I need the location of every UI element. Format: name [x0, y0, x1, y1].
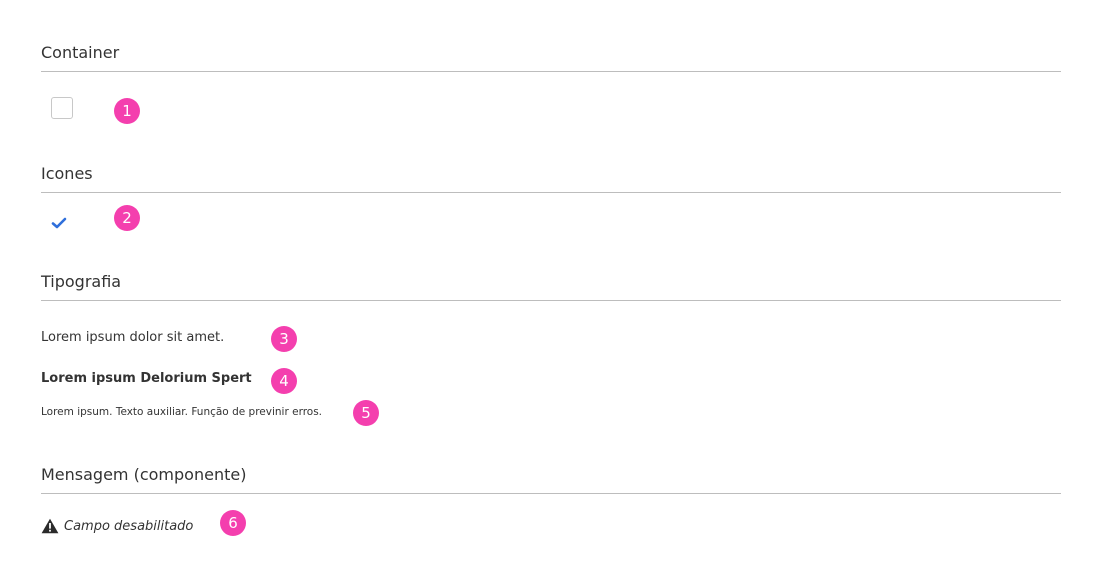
- marker-badge-6: 6: [220, 510, 246, 536]
- marker-badge-1: 1: [114, 98, 140, 124]
- checkbox[interactable]: [51, 97, 73, 119]
- typography-helper-sample: Lorem ipsum. Texto auxiliar. Função de p…: [41, 406, 323, 418]
- marker-badge-3: 3: [271, 326, 297, 352]
- marker-badge-2: 2: [114, 205, 140, 231]
- section-divider-tipografia: [41, 300, 1061, 301]
- section-title-tipografia: Tipografia: [41, 272, 122, 291]
- check-icon: [51, 217, 67, 229]
- marker-badge-4: 4: [271, 368, 297, 394]
- section-title-mensagem: Mensagem (componente): [41, 465, 247, 484]
- section-divider-container: [41, 71, 1061, 72]
- section-divider-icones: [41, 192, 1061, 193]
- section-title-container: Container: [41, 43, 120, 62]
- disabled-field-message: Campo desabilitado: [64, 519, 194, 534]
- section-title-icones: Icones: [41, 164, 93, 183]
- typography-bold-sample: Lorem ipsum Delorium Spert: [41, 371, 252, 386]
- typography-regular-sample: Lorem ipsum dolor sit amet.: [41, 330, 225, 345]
- marker-badge-5: 5: [353, 400, 379, 426]
- section-divider-mensagem: [41, 493, 1061, 494]
- warning-icon: [41, 518, 59, 534]
